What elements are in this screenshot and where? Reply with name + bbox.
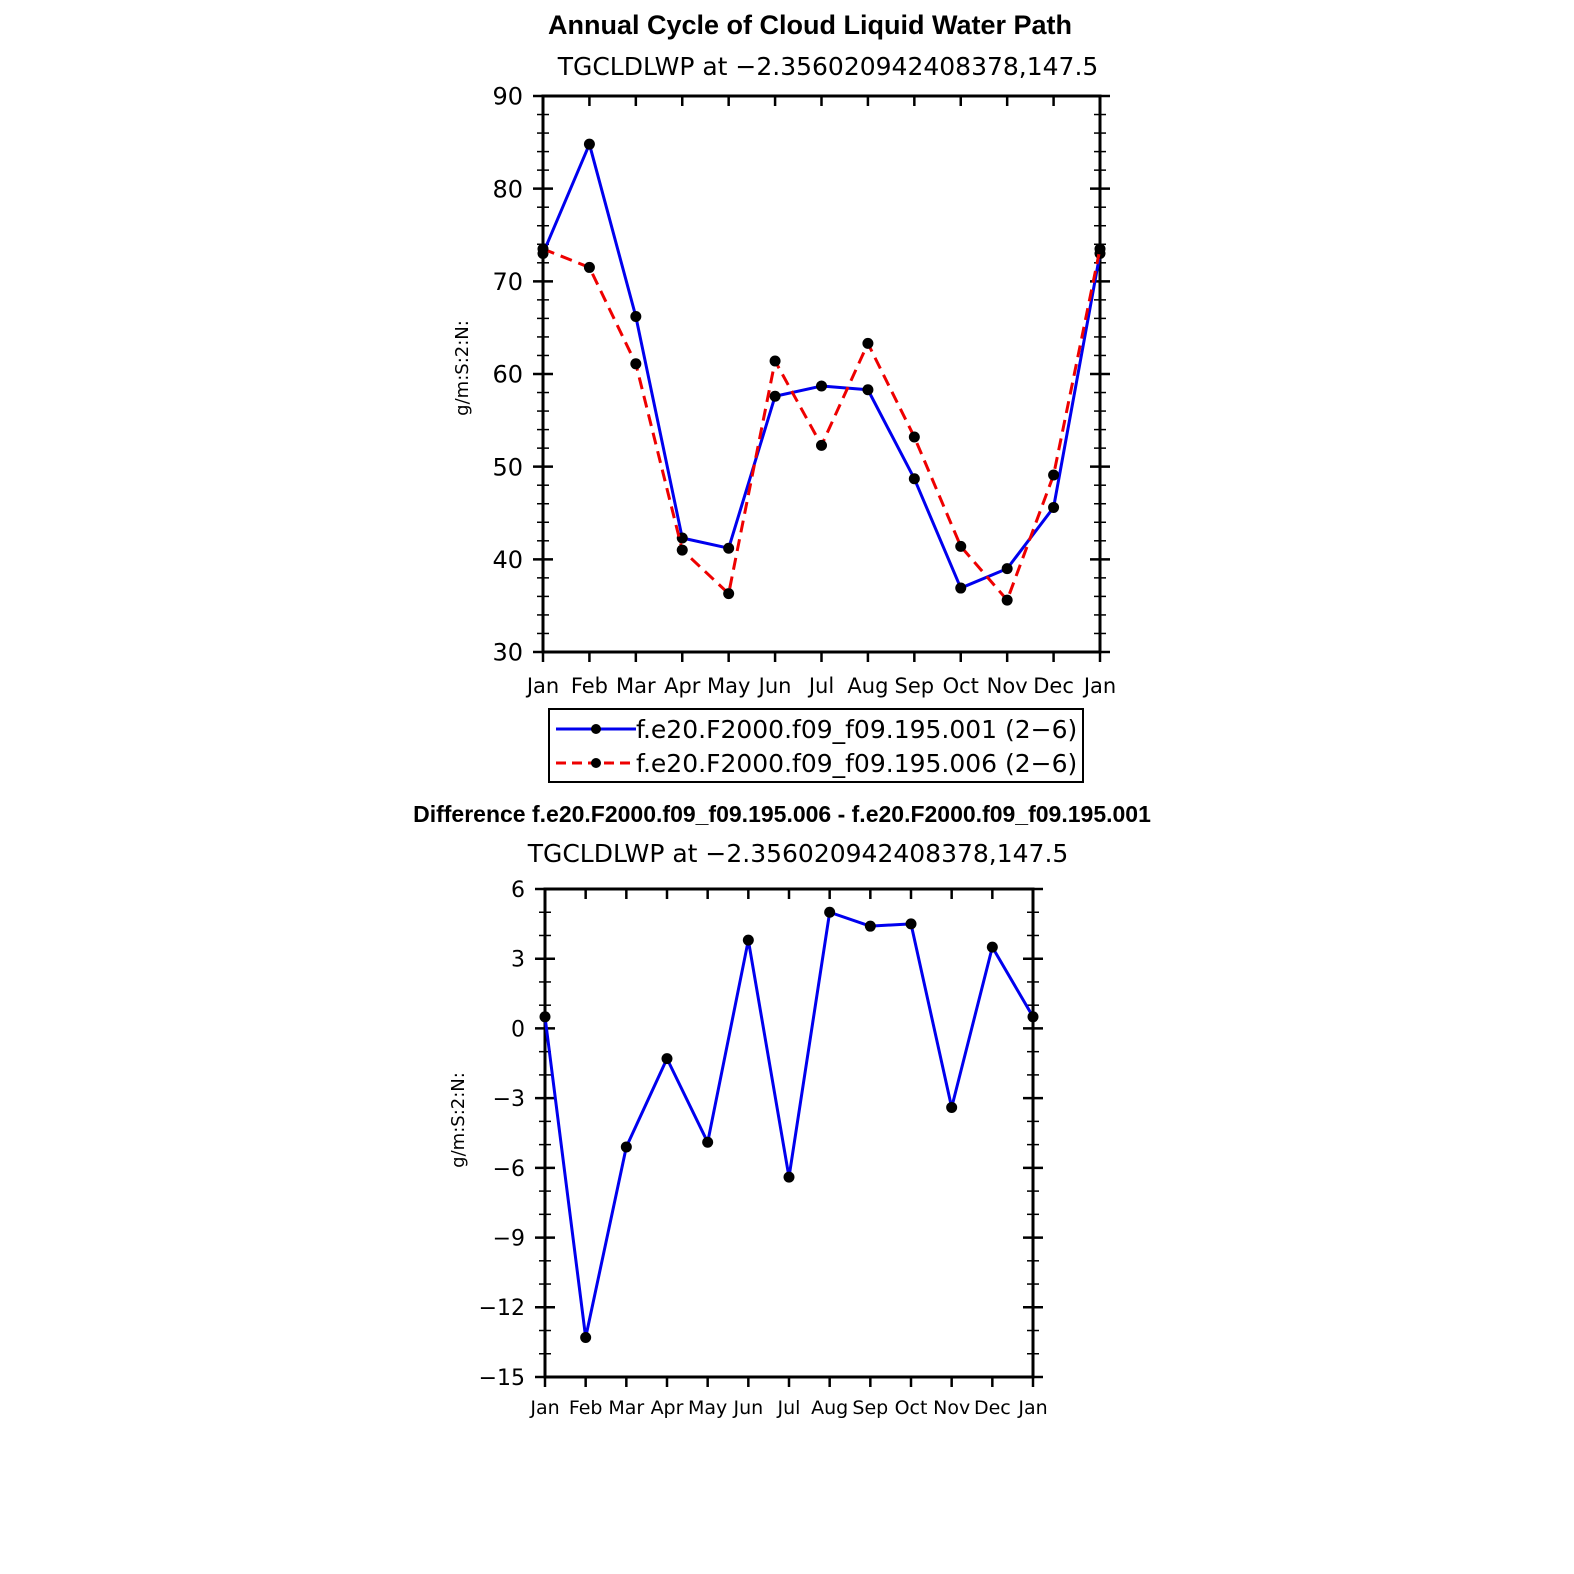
legend: f.e20.F2000.f09_f09.195.001 (2−6) f.e20.… <box>548 708 1084 783</box>
y-tick-label: −6 <box>493 1157 525 1182</box>
legend-label-series-1: f.e20.F2000.f09_f09.195.001 (2−6) <box>636 715 1077 744</box>
y-tick-label: 80 <box>492 175 523 203</box>
legend-label-series-2: f.e20.F2000.f09_f09.195.006 (2−6) <box>636 749 1077 778</box>
x-tick-label: Nov <box>987 674 1028 698</box>
x-tick-label: Oct <box>895 1397 928 1419</box>
chart-title: Annual Cycle of Cloud Liquid Water Path <box>548 10 1072 40</box>
x-tick-label: Feb <box>569 1397 603 1419</box>
y-tick-label: 90 <box>492 83 523 111</box>
data-point <box>783 1171 795 1183</box>
data-point <box>908 431 920 443</box>
data-point <box>583 138 595 150</box>
y-tick-label: 70 <box>492 268 523 296</box>
x-tick-label: Nov <box>933 1397 970 1419</box>
data-point <box>769 355 781 367</box>
y-axis-label: g/m:S:2:N: <box>452 320 473 416</box>
data-point <box>955 582 967 594</box>
x-tick-label: Sep <box>895 674 935 698</box>
series-line-2 <box>542 247 1102 602</box>
x-tick-label: Dec <box>1033 674 1074 698</box>
x-tick-label: Aug <box>847 674 888 698</box>
x-tick-label: Apr <box>664 674 701 698</box>
x-tick-label: Jan <box>1017 1397 1047 1419</box>
data-point <box>769 390 781 402</box>
x-tick-label: Mar <box>608 1397 644 1419</box>
plot-frame <box>541 94 1102 654</box>
y-tick-label: 30 <box>492 639 523 667</box>
data-point <box>583 261 595 273</box>
x-tick-label: Jan <box>1082 674 1116 698</box>
data-point <box>620 1141 632 1153</box>
data-point <box>723 542 735 554</box>
data-point <box>1048 469 1060 481</box>
data-point <box>955 540 967 552</box>
x-tick-label: Feb <box>571 674 608 698</box>
difference-y-axis-label: g/m:S:2:N: <box>448 1072 469 1168</box>
x-tick-label: May <box>707 674 750 698</box>
data-point <box>539 1011 551 1023</box>
x-tick-label: Jun <box>757 674 792 698</box>
chart-subtitle: TGCLDLWP at −2.356020942408378,147.5 <box>557 52 1099 81</box>
x-tick-label: Aug <box>811 1397 848 1419</box>
difference-chart-subtitle: TGCLDLWP at −2.356020942408378,147.5 <box>527 839 1069 868</box>
data-point <box>824 906 836 918</box>
data-point <box>862 337 874 349</box>
data-point <box>862 384 874 396</box>
data-point <box>1048 501 1060 513</box>
x-tick-label: Apr <box>651 1397 684 1419</box>
y-tick-label: 50 <box>492 453 523 481</box>
data-point <box>905 918 917 930</box>
data-point <box>742 934 754 946</box>
data-point <box>986 941 998 953</box>
y-tick-label: 6 <box>511 878 525 903</box>
y-tick-label: −3 <box>493 1087 525 1112</box>
data-point <box>661 1053 673 1065</box>
data-point <box>816 439 827 451</box>
x-tick-label: Jun <box>732 1397 763 1419</box>
data-point <box>1094 243 1106 255</box>
y-tick-label: 40 <box>492 546 523 574</box>
x-tick-label: May <box>688 1397 727 1419</box>
data-point <box>816 380 827 392</box>
x-tick-label: Sep <box>852 1397 888 1419</box>
data-point <box>676 544 688 556</box>
difference-plot: Jan Feb Mar Apr May Jun Jul Aug Sep Oct Nov Dec Jan−… <box>479 878 1048 1419</box>
series-line-1 <box>543 910 1035 1339</box>
plot-frame <box>543 887 1035 1379</box>
y-tick-label: 60 <box>492 361 523 389</box>
y-tick-label: −12 <box>479 1296 525 1321</box>
x-tick-label: Jan <box>529 1397 559 1419</box>
legend-marker-series-2 <box>591 758 601 768</box>
data-point <box>946 1101 958 1113</box>
series-line-1 <box>541 142 1102 590</box>
data-point <box>1001 594 1013 606</box>
y-tick-label: −15 <box>479 1366 525 1391</box>
data-point <box>1001 563 1013 575</box>
data-point <box>864 920 876 932</box>
x-tick-label: Jul <box>807 674 834 698</box>
x-tick-label: Jul <box>777 1397 801 1419</box>
data-point <box>908 473 920 485</box>
data-point <box>702 1136 714 1148</box>
legend-marker-series-1 <box>591 724 601 734</box>
x-tick-label: Jan <box>525 674 559 698</box>
y-tick-label: −9 <box>493 1226 525 1251</box>
annual-cycle-plot: Jan Feb Mar Apr May Jun Jul Aug Sep Oct Nov Dec Jan3… <box>492 83 1116 698</box>
data-point <box>723 588 735 600</box>
data-point <box>580 1331 592 1343</box>
x-tick-label: Oct <box>943 674 979 698</box>
difference-chart-title: Difference f.e20.F2000.f09_f09.195.006 -… <box>413 801 1151 827</box>
x-tick-label: Dec <box>974 1397 1011 1419</box>
data-point <box>630 311 642 323</box>
x-tick-label: Mar <box>616 674 656 698</box>
data-point <box>1027 1011 1039 1023</box>
legend-box <box>548 708 1084 783</box>
data-point <box>630 358 642 370</box>
data-point <box>537 243 549 255</box>
y-tick-label: 0 <box>511 1017 525 1042</box>
y-tick-label: 3 <box>511 948 525 973</box>
